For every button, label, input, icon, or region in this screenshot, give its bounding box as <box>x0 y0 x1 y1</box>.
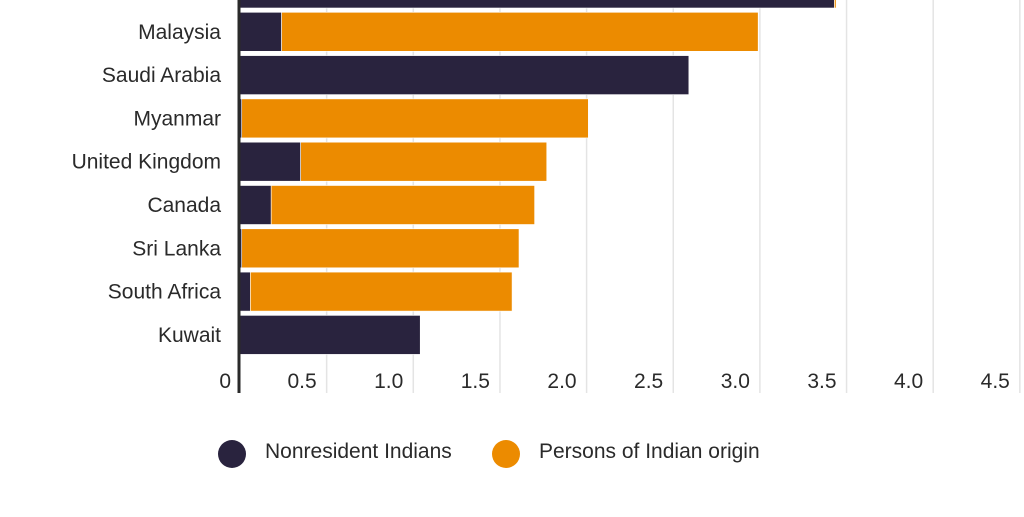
legend: Nonresident Indians Persons of Indian or… <box>218 440 760 468</box>
category-label: United Kingdom <box>72 151 221 174</box>
bar-pio <box>300 141 548 182</box>
bar-pio <box>281 12 759 52</box>
category-label: Sri Lanka <box>132 237 221 260</box>
x-tick-labels: 0 0.5 1.0 1.5 2.0 2.5 3.0 3.5 4.0 4.5 <box>219 370 1010 393</box>
x-tick-label: 3.0 <box>721 370 750 393</box>
category-label: Malaysia <box>138 21 221 44</box>
category-label: Myanmar <box>133 107 221 130</box>
legend-label-nri: Nonresident Indians <box>265 440 452 463</box>
bar-nri <box>239 55 690 95</box>
x-tick-label: 0.5 <box>287 370 316 393</box>
bar-pio <box>241 98 589 139</box>
bar-nri <box>239 271 251 312</box>
bar-nri <box>239 12 282 52</box>
bar-nri <box>239 141 301 182</box>
bar-pio <box>270 185 535 225</box>
x-tick-label: 3.5 <box>807 370 836 393</box>
category-label: South Africa <box>108 281 222 304</box>
x-tick-label: 0 <box>219 370 231 393</box>
bar-pio <box>250 271 513 312</box>
bar-pio <box>241 228 520 269</box>
x-tick-label: 2.0 <box>547 370 576 393</box>
category-labels: Malaysia Saudi Arabia Myanmar United Kingdo… <box>72 21 222 347</box>
legend-marker-pio <box>492 440 520 468</box>
bar-pio <box>834 0 837 9</box>
bar-nri <box>239 185 272 225</box>
bar-nri <box>239 315 421 355</box>
x-tick-label: 1.5 <box>461 370 490 393</box>
bars <box>239 0 837 355</box>
legend-label-pio: Persons of Indian origin <box>539 440 760 463</box>
legend-marker-nri <box>218 440 246 468</box>
category-label: Kuwait <box>158 324 221 347</box>
category-label: Canada <box>147 194 221 217</box>
x-tick-label: 4.5 <box>981 370 1010 393</box>
x-tick-label: 4.0 <box>894 370 923 393</box>
x-tick-label: 2.5 <box>634 370 663 393</box>
bar-nri <box>239 0 835 9</box>
x-tick-label: 1.0 <box>374 370 403 393</box>
category-label: Saudi Arabia <box>102 64 221 87</box>
